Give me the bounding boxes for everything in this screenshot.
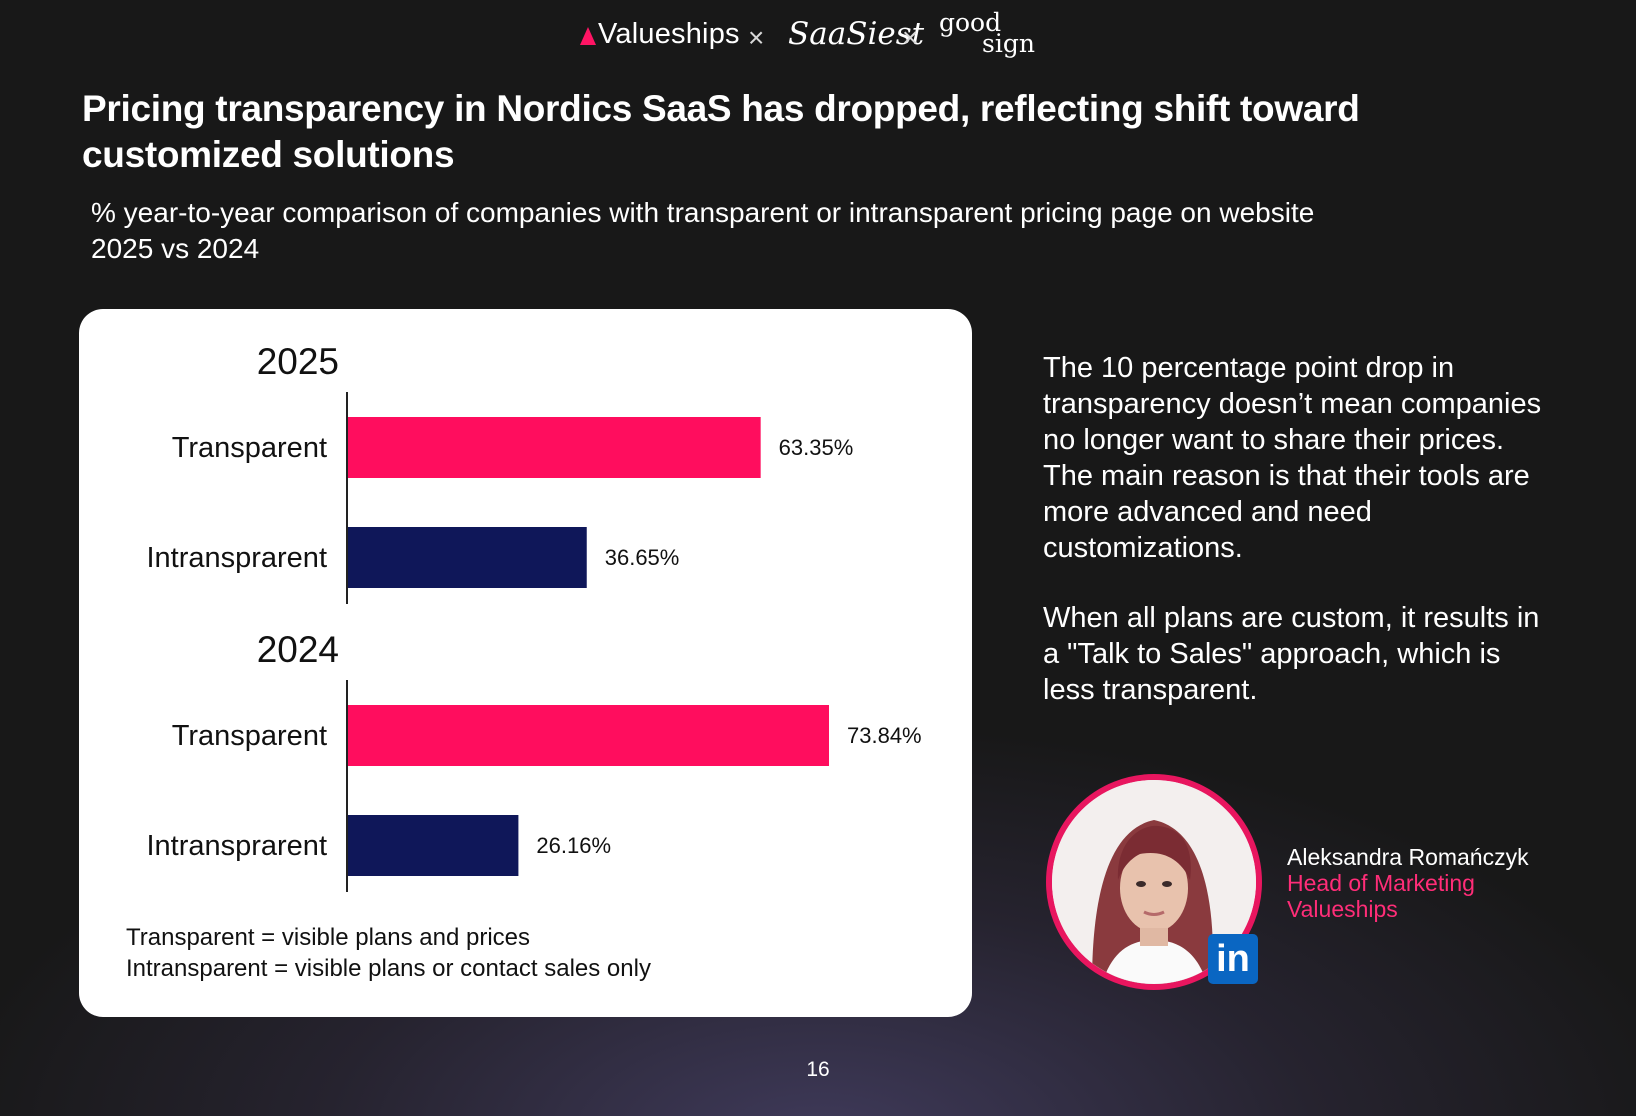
subtitle-line-2: 2025 vs 2024 — [91, 233, 260, 264]
group-label-2024: 2024 — [257, 629, 339, 670]
data-label: 73.84% — [847, 723, 922, 748]
bar-chart: 2025 Transparent 63.35% Intransprarent 36.65… — [146, 341, 922, 892]
bar-2024-intransprarent — [348, 815, 519, 876]
saasiest-logo: SaaSiest — [788, 16, 925, 52]
separator-x-icon: × — [748, 22, 765, 53]
slide-title: Pricing transparency in Nordics SaaS has… — [82, 88, 1360, 175]
goodsign-logo-bottom: sign — [982, 29, 1035, 58]
page-number: 16 — [806, 1058, 830, 1081]
person-company: Valueships — [1287, 896, 1398, 922]
category-label: Transparent — [172, 720, 327, 752]
valueships-mark-icon — [580, 26, 596, 45]
valueships-logo-text: Valueships — [598, 18, 740, 50]
chart-subtitle: % year-to-year comparison of companies w… — [91, 195, 1491, 267]
data-label: 36.65% — [605, 545, 680, 570]
bar-2024-transparent — [348, 705, 829, 766]
category-label: Intransprarent — [146, 542, 327, 574]
subtitle-line-1: % year-to-year comparison of companies w… — [91, 197, 1315, 228]
definition-transparent: Transparent = visible plans and prices — [126, 924, 530, 951]
bar-2025-transparent — [348, 417, 761, 478]
commentary-paragraph-1: The 10 percentage point drop in transpar… — [1043, 352, 1542, 564]
valueships-logo: Valueships — [580, 18, 740, 51]
category-label: Transparent — [172, 432, 327, 464]
category-label: Intransprarent — [146, 830, 327, 862]
chart-card: 2025 Transparent 63.35% Intransprarent 36.65… — [79, 309, 972, 1017]
group-label-2025: 2025 — [257, 341, 339, 382]
data-label: 26.16% — [536, 833, 611, 858]
definition-intransparent: Intransparent = visible plans or contact… — [126, 955, 651, 982]
data-label: 63.35% — [779, 435, 854, 460]
commentary-paragraph-2: When all plans are custom, it results in… — [1043, 602, 1540, 706]
header-logos: Valueships × SaaSiest × good sign — [0, 8, 1636, 64]
separator-x-icon: × — [902, 22, 919, 53]
portrait-image — [1052, 780, 1256, 984]
person-name: Aleksandra Romańczyk — [1287, 844, 1529, 870]
linkedin-icon[interactable]: in — [1208, 934, 1258, 984]
chart-definitions: Transparent = visible plans and prices I… — [126, 922, 651, 984]
goodsign-logo-top: good — [939, 8, 1002, 37]
person-role: Head of Marketing — [1287, 870, 1475, 896]
person-info: Aleksandra Romańczyk Head of Marketing V… — [1287, 844, 1529, 922]
commentary: The 10 percentage point drop in transpar… — [1043, 350, 1543, 742]
bar-2025-intransprarent — [348, 527, 587, 588]
avatar — [1046, 774, 1262, 990]
